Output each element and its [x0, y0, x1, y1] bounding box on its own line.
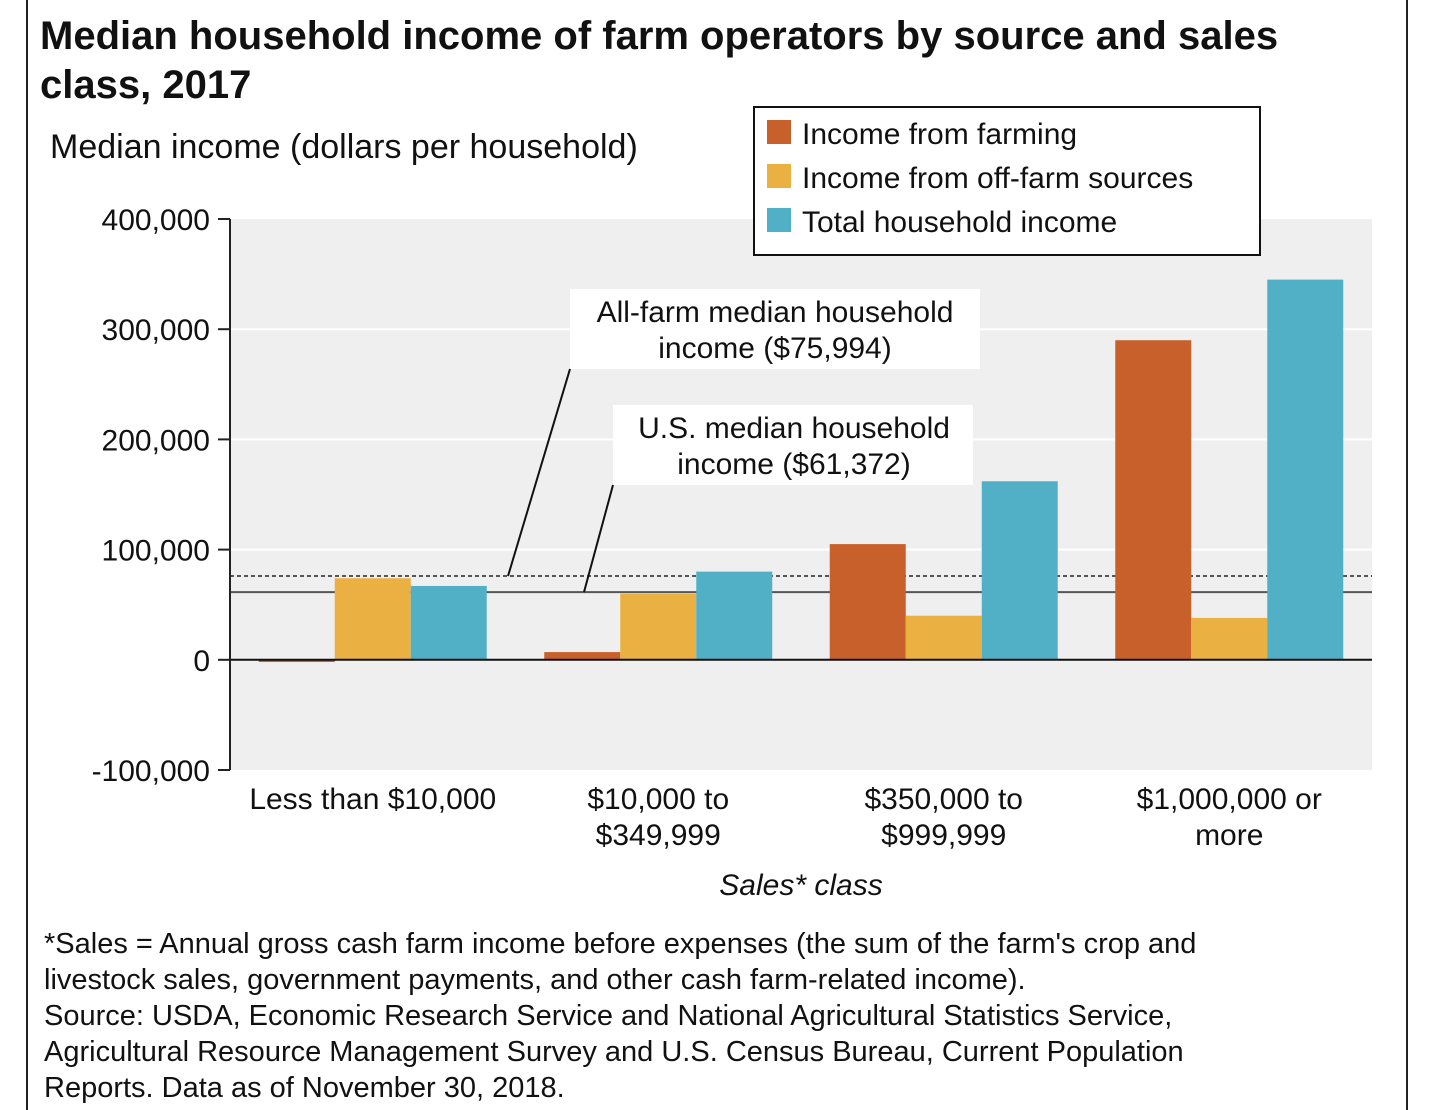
- legend-swatch: [767, 164, 791, 188]
- y-tick-label: -100,000: [92, 755, 210, 788]
- y-tick-label: 200,000: [102, 424, 210, 457]
- footnote: *Sales = Annual gross cash farm income b…: [44, 926, 1384, 1106]
- x-tick-label: $350,000 to: [865, 783, 1023, 816]
- x-axis-label: Sales* class: [719, 869, 882, 902]
- annotation-label: All-farm median household: [597, 296, 954, 329]
- chart-title: Median household income of farm operator…: [40, 14, 1279, 107]
- bar-total-household-income: [1267, 279, 1344, 660]
- annotation-label: income ($75,994): [658, 332, 891, 365]
- bar-income-from-off-farm-sources: [905, 615, 982, 660]
- legend-box: [753, 106, 1261, 256]
- annotation-leader: [507, 368, 571, 577]
- x-tick-label: $10,000 to: [587, 783, 729, 816]
- legend-swatch: [767, 120, 791, 144]
- footnote-line: Reports. Data as of November 30, 2018.: [44, 1072, 565, 1104]
- annotation-box: [570, 289, 980, 369]
- footnote-line: Agricultural Resource Management Survey …: [44, 1036, 1184, 1068]
- bar-income-from-off-farm-sources: [334, 578, 411, 660]
- bar-chart: Median income (dollars per household) -1…: [50, 106, 1372, 902]
- y-tick-label: 300,000: [102, 314, 210, 347]
- legend-swatch: [767, 208, 791, 232]
- y-tick-label: 100,000: [102, 535, 210, 568]
- annotation-box: [613, 405, 973, 485]
- x-tick-label: $1,000,000 or: [1137, 783, 1322, 816]
- bar-income-from-off-farm-sources: [1191, 617, 1268, 660]
- x-tick-label: $349,999: [596, 819, 721, 852]
- y-axis-label: Median income (dollars per household): [50, 128, 638, 166]
- x-tick-label: $999,999: [881, 819, 1006, 852]
- annotation-label: U.S. median household: [638, 412, 950, 445]
- footnote-line: livestock sales, government payments, an…: [44, 964, 1026, 996]
- bar-income-from-farming: [544, 652, 621, 660]
- footnote-line: *Sales = Annual gross cash farm income b…: [44, 928, 1197, 960]
- bar-income-from-off-farm-sources: [620, 593, 697, 660]
- legend-label: Income from farming: [802, 118, 1077, 151]
- legend-label: Total household income: [802, 206, 1117, 239]
- bar-income-from-farming: [1115, 340, 1192, 660]
- y-tick-label: 0: [193, 645, 210, 678]
- bar-total-household-income: [696, 571, 773, 660]
- footnote-line: Source: USDA, Economic Research Service …: [44, 1000, 1173, 1032]
- bar-total-household-income: [981, 481, 1058, 660]
- bar-income-from-farming: [258, 659, 335, 663]
- bar-income-from-farming: [829, 544, 906, 660]
- x-tick-label: Less than $10,000: [249, 783, 496, 816]
- annotation-leader: [583, 484, 614, 593]
- legend-label: Income from off-farm sources: [802, 162, 1193, 195]
- bar-total-household-income: [410, 585, 487, 660]
- annotation-label: income ($61,372): [677, 448, 910, 481]
- x-tick-label: more: [1195, 819, 1263, 852]
- y-tick-label: 400,000: [102, 204, 210, 237]
- chart-frame: [26, 0, 1408, 1110]
